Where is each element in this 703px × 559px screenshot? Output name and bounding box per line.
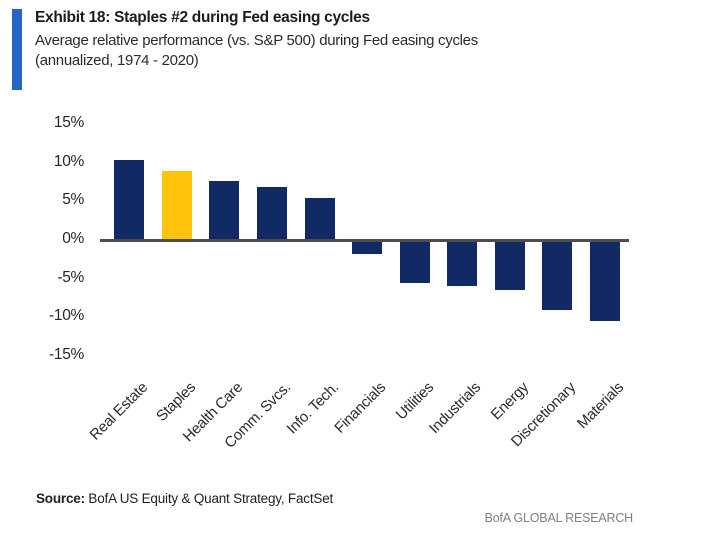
y-tick-label-5: -5% (57, 268, 84, 286)
bar-info-tech (304, 198, 335, 240)
bar-comm-svcs (257, 187, 287, 240)
bar-staples (161, 171, 192, 240)
bar-energy (494, 240, 525, 290)
bar-real-estate (114, 159, 145, 240)
y-tick-label-10: 10% (53, 152, 84, 170)
source-text: BofA US Equity & Quant Strategy, FactSet (84, 491, 334, 506)
bar-health-care (209, 181, 240, 240)
x-label-materials: Materials (573, 379, 628, 433)
x-axis-line (100, 239, 629, 242)
bar-discretionary (542, 240, 573, 310)
brand-footer: BofA GLOBAL RESEARCH (484, 511, 634, 525)
bar-industrials (447, 240, 478, 287)
y-tick-label-0: 0% (62, 230, 84, 247)
y-tick-label-15: 15% (53, 113, 84, 131)
bar-materials (590, 240, 620, 322)
bar-financials (352, 240, 383, 254)
title-accent-bar (12, 9, 22, 90)
y-tick-label-5: 5% (62, 191, 84, 209)
subtitle-line-2: (annualized, 1974 - 2020) (35, 52, 199, 69)
y-tick-label-15: -15% (49, 346, 84, 364)
y-tick-label-10: -10% (49, 307, 84, 325)
subtitle-line-1: Average relative performance (vs. S&P 50… (35, 32, 478, 49)
exhibit-subtitle: Average relative performance (vs. S&P 50… (35, 31, 675, 71)
bar-utilities (399, 240, 430, 284)
source-label: Source: (36, 491, 85, 506)
bar-chart: 15% 10% 5% 0% -5% -10% -15% Real Estate Staples H… (49, 113, 629, 452)
source-note: Source: BofA US Equity & Quant Strategy,… (36, 491, 636, 506)
exhibit-title: Exhibit 18: Staples #2 during Fed easing… (35, 9, 370, 26)
